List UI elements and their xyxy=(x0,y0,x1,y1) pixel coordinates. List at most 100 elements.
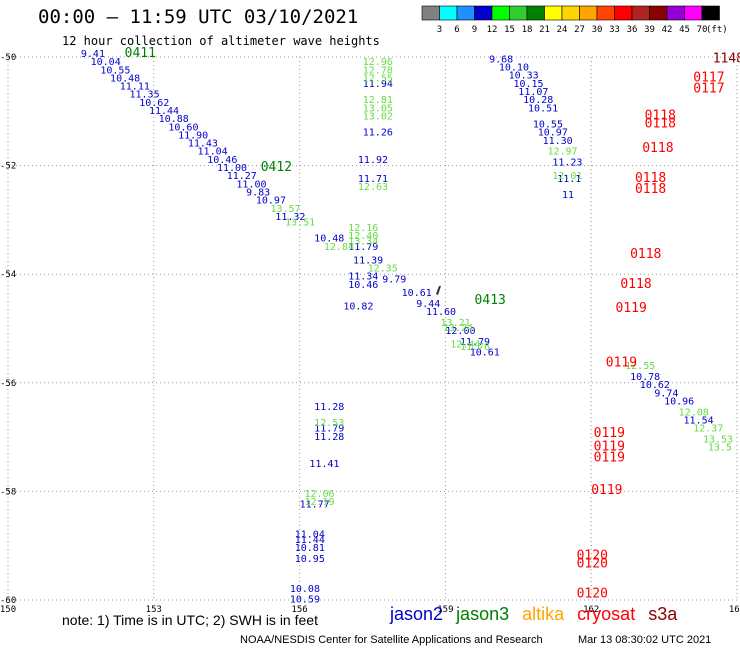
y-tick-label: -58 xyxy=(0,487,16,497)
wave-height-label: 12.06 xyxy=(304,489,334,500)
wave-height-label: 9.83 xyxy=(246,187,270,198)
x-tick-label: 150 xyxy=(0,605,16,615)
wave-height-label: 10.28 xyxy=(523,95,553,106)
scale-label: 21 xyxy=(539,25,550,35)
wave-height-label: 10.51 xyxy=(528,103,558,114)
wave-height-label: 11.1 xyxy=(557,174,581,185)
wave-height-label: 13.21 xyxy=(441,318,471,329)
x-tick-label: 153 xyxy=(146,605,162,615)
scale-label: 30 xyxy=(592,25,603,35)
pass-time-label: 0118 xyxy=(645,108,676,123)
pass-time-label: 0119 xyxy=(591,483,622,498)
wave-height-label: 11.30 xyxy=(543,136,573,147)
pass-time-label: 0120 xyxy=(577,586,608,601)
color-scale-bar: 3 6 9 12 15 18 21 24 27 30 33 36 39 42 45 70(ft) xyxy=(421,5,728,35)
wave-height-label: 11.28 xyxy=(314,402,344,413)
x-tick-label: 162 xyxy=(583,605,599,615)
pass-time-label: 0117 xyxy=(693,81,724,96)
wave-height-label: 11.00 xyxy=(217,163,247,174)
wave-height-label: 10.15 xyxy=(513,79,543,90)
wave-height-label: 12.08 xyxy=(679,407,709,418)
scale-label: 6 xyxy=(454,25,459,35)
pass-time-label: 0411 xyxy=(125,46,156,61)
pass-time-label: 0120 xyxy=(577,556,608,571)
pass-time-label: 0119 xyxy=(616,301,647,316)
scale-label: 70 xyxy=(697,25,708,35)
wave-height-label: 13.02 xyxy=(363,111,393,122)
wave-height-label: 10.95 xyxy=(295,554,325,565)
wave-height-label: 11.44 xyxy=(149,106,179,117)
wave-height-label: 11.34 xyxy=(348,272,378,283)
wave-height-label: 10.61 xyxy=(470,348,500,359)
scale-label: 12 xyxy=(487,25,498,35)
wave-height-label: 13.24 xyxy=(443,323,473,334)
wave-height-label: 10.46 xyxy=(207,155,237,166)
pass-time-label: 0412 xyxy=(261,160,292,175)
wave-height-label: 12.16 xyxy=(348,223,378,234)
wave-height-label: 12.40 xyxy=(348,231,378,242)
scale-label: 9 xyxy=(472,25,477,35)
wave-height-label: 13.05 xyxy=(363,103,393,114)
x-tick-label: 156 xyxy=(291,605,307,615)
wave-height-label: 11.90 xyxy=(178,130,208,141)
wave-height-label: 10.10 xyxy=(499,63,529,74)
footer-note: note: 1) Time is in UTC; 2) SWH is in fe… xyxy=(62,612,318,628)
wave-height-label: 12.55 xyxy=(625,361,655,372)
wave-height-label: 10.55 xyxy=(100,65,130,76)
scale-label: 36 xyxy=(627,25,638,35)
wave-height-label: 9.68 xyxy=(489,54,513,65)
y-tick-label: -54 xyxy=(0,270,16,280)
scale-label: 27 xyxy=(574,25,585,35)
wave-height-label: 11.28 xyxy=(314,432,344,443)
wave-height-label: 11.23 xyxy=(552,158,582,169)
scale-label: 3 xyxy=(437,25,442,35)
footer-credit: NOAA/NESDIS Center for Satellite Applica… xyxy=(240,634,543,646)
wave-height-label: 12.63 xyxy=(358,182,388,193)
wave-height-label: 13.53 xyxy=(703,435,733,446)
wave-height-label: 11.76 xyxy=(460,342,490,353)
wave-height-label: 12.55 xyxy=(363,73,393,84)
wave-height-label: 12.84 xyxy=(324,242,354,253)
wave-height-label: 11.41 xyxy=(309,459,339,470)
page-subtitle: 12 hour collection of altimeter wave hei… xyxy=(62,34,380,48)
wave-height-label: 9.41 xyxy=(81,49,105,60)
y-tick-label: -52 xyxy=(0,162,16,172)
y-tick-label: -60 xyxy=(0,596,16,606)
wave-height-label: 9.44 xyxy=(416,299,440,310)
wave-height-label: 12.44 xyxy=(450,340,480,351)
pass-time-label: 0119 xyxy=(594,440,625,455)
wave-height-label: 11.92 xyxy=(358,155,388,166)
wave-height-label: 12.81 xyxy=(363,95,393,106)
wave-height-label: 11.79 xyxy=(348,242,378,253)
pass-time-label: 0120 xyxy=(577,548,608,563)
legend-cryosat: cryosat xyxy=(577,604,636,624)
wave-height-label: 11.44 xyxy=(295,535,325,546)
wave-height-label: 11.27 xyxy=(227,171,257,182)
wave-height-label: 10.97 xyxy=(256,196,286,207)
wave-height-label: 11.94 xyxy=(363,79,393,90)
wave-height-label: 10.55 xyxy=(533,120,563,131)
footer-timestamp: Mar 13 08:30:02 UTC 2021 xyxy=(578,634,712,646)
pass-time-label: 0118 xyxy=(642,141,673,156)
wave-height-label: 10.97 xyxy=(538,128,568,139)
wave-height-label: 12.78 xyxy=(363,65,393,76)
wave-height-label: 11.60 xyxy=(426,307,456,318)
wave-height-label: 10.60 xyxy=(168,122,198,133)
scale-label: 42 xyxy=(662,25,673,35)
wave-height-label: 11 xyxy=(562,190,574,201)
wave-height-label: 12.19 xyxy=(304,497,334,508)
scale-label: 18 xyxy=(522,25,533,35)
pass-time-label: 0117 xyxy=(693,70,724,85)
satellite-legend: jason2 jason3 altika cryosat s3a xyxy=(390,604,685,625)
wave-height-label: 10.59 xyxy=(290,595,320,606)
legend-s3a: s3a xyxy=(648,604,678,624)
wave-height-label: 11.35 xyxy=(130,90,160,101)
wave-height-label: 9.79 xyxy=(382,274,406,285)
scale-swatch xyxy=(701,5,720,21)
wave-height-label: 12.53 xyxy=(314,418,344,429)
scale-label: 15 xyxy=(504,25,515,35)
x-tick-label: 165 xyxy=(729,605,740,615)
wave-height-label: 11.26 xyxy=(363,128,393,139)
wave-height-label: 10.04 xyxy=(91,57,121,68)
wave-height-label: 10.78 xyxy=(630,372,660,383)
